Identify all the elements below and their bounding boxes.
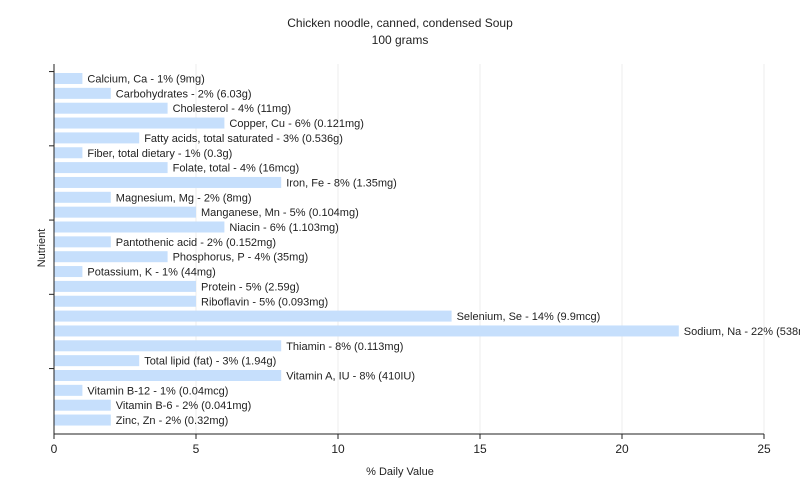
data-label: Selenium, Se - 14% (9.9mcg): [457, 311, 601, 323]
data-label: Manganese, Mn - 5% (0.104mg): [201, 207, 359, 219]
bar: [54, 295, 196, 307]
bar: [54, 206, 196, 218]
data-label: Cholesterol - 4% (11mg): [173, 103, 291, 115]
bar: [54, 414, 111, 426]
data-label: Vitamin A, IU - 8% (410IU): [286, 371, 415, 383]
data-label: Copper, Cu - 6% (0.121mg): [229, 118, 364, 130]
data-label: Niacin - 6% (1.103mg): [229, 222, 338, 234]
bar: [54, 310, 452, 322]
data-label: Zinc, Zn - 2% (0.32mg): [116, 415, 228, 427]
bar: [54, 132, 140, 144]
bar: [54, 266, 83, 278]
bar: [54, 370, 282, 381]
data-label: Carbohydrates - 2% (6.03g): [116, 88, 252, 100]
bar: [54, 251, 168, 263]
data-label: Fatty acids, total saturated - 3% (0.536…: [144, 133, 343, 145]
bar: [54, 147, 83, 159]
data-label: Magnesium, Mg - 2% (8mg): [116, 192, 252, 204]
data-label: Riboflavin - 5% (0.093mg): [201, 296, 328, 308]
x-tick-label: 5: [193, 442, 200, 456]
bar: [54, 191, 111, 203]
chart-subtitle: 100 grams: [371, 33, 429, 47]
x-tick-label: 0: [51, 442, 58, 456]
data-label: Fiber, total dietary - 1% (0.3g): [87, 148, 232, 160]
data-label: Iron, Fe - 8% (1.35mg): [286, 177, 397, 189]
bar: [54, 384, 83, 396]
bar: [54, 340, 282, 352]
chart-title: Chicken noodle, canned, condensed Soup: [287, 16, 513, 30]
bar: [54, 280, 196, 292]
data-label: Protein - 5% (2.59g): [201, 281, 299, 293]
bar: [54, 236, 111, 248]
bar: [54, 325, 679, 337]
bar: [54, 176, 282, 188]
bar: [54, 117, 225, 129]
data-label: Vitamin B-6 - 2% (0.041mg): [116, 400, 252, 412]
data-label: Folate, total - 4% (16mcg): [173, 163, 300, 175]
data-label: Potassium, K - 1% (44mg): [87, 267, 215, 279]
data-label: Vitamin B-12 - 1% (0.04mcg): [87, 385, 228, 397]
data-label: Thiamin - 8% (0.113mg): [286, 341, 403, 353]
bar: [54, 399, 111, 411]
bar: [54, 355, 140, 367]
x-axis-label: % Daily Value: [366, 466, 434, 478]
bar: [54, 73, 83, 84]
data-label: Phosphorus, P - 4% (35mg): [173, 252, 309, 264]
data-label: Pantothenic acid - 2% (0.152mg): [116, 237, 276, 249]
data-label: Total lipid (fat) - 3% (1.94g): [144, 356, 276, 368]
data-label: Sodium, Na - 22% (538mg): [684, 326, 800, 338]
data-label: Calcium, Ca - 1% (9mg): [87, 74, 204, 86]
bar: [54, 162, 168, 174]
x-tick-label: 10: [331, 442, 345, 456]
x-tick-label: 25: [757, 442, 771, 456]
x-tick-label: 15: [473, 442, 487, 456]
bar: [54, 102, 168, 114]
x-tick-label: 20: [615, 442, 629, 456]
bar: [54, 87, 111, 99]
bar: [54, 221, 225, 233]
